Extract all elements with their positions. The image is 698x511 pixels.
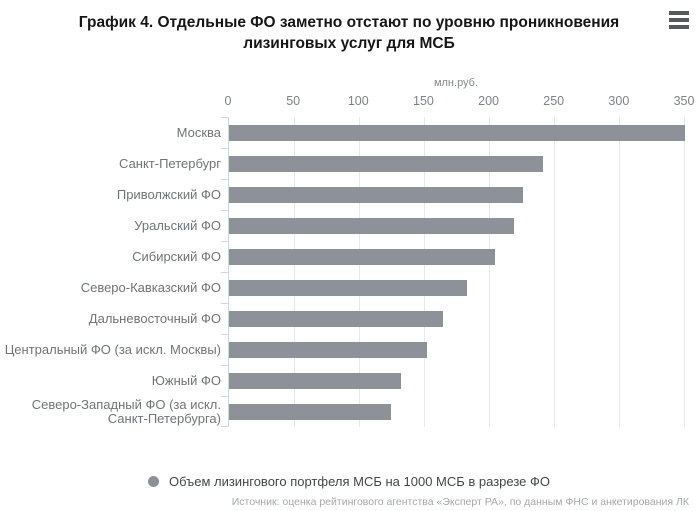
bar[interactable] — [229, 310, 443, 327]
gridline — [554, 117, 555, 427]
x-axis-ticks: 0 50 100 150 200 250 300 350 — [224, 94, 695, 110]
x-tick-label: 350 — [673, 94, 695, 108]
chart-row: Центральный ФО (за искл. Москвы) — [0, 334, 698, 365]
hamburger-menu-icon[interactable] — [669, 7, 689, 33]
bar-track — [228, 124, 685, 141]
bar[interactable] — [229, 403, 391, 420]
gridline — [684, 117, 685, 427]
bar-track — [228, 155, 684, 172]
y-axis-tick — [221, 365, 229, 366]
y-axis-tick — [221, 179, 229, 180]
chart-row: Приволжский ФО — [0, 179, 698, 210]
bar-track — [228, 310, 684, 327]
category-label: Санкт-Петербург — [119, 155, 221, 171]
y-axis-tick — [221, 148, 229, 149]
legend-label: Объем лизингового портфеля МСБ на 1000 М… — [168, 474, 551, 489]
x-tick-label: 50 — [286, 94, 301, 108]
chart-rows: Москва Санкт-Петербург Приволжский ФО Ураль… — [0, 117, 698, 427]
x-tick-label: 250 — [543, 94, 565, 108]
label-column-spacer — [0, 73, 228, 91]
category-label: Северо-Западный ФО (за искл. Санкт-Петер… — [31, 396, 221, 426]
bar-track — [228, 186, 684, 203]
gridline — [294, 117, 295, 427]
x-tick-label: 0 — [224, 94, 232, 108]
bar[interactable] — [229, 217, 515, 234]
gridline — [619, 117, 620, 427]
category-label: Сибирский ФО — [132, 248, 221, 264]
gridline — [424, 117, 425, 427]
gridline — [359, 117, 360, 427]
bar-track — [228, 372, 684, 389]
y-axis-tick — [221, 334, 229, 335]
bar[interactable] — [229, 279, 468, 296]
y-axis-tick — [221, 272, 229, 273]
category-label: Южный ФО — [151, 372, 221, 388]
legend-marker-icon — [147, 476, 159, 487]
bar-track — [228, 248, 684, 265]
gridline — [489, 117, 490, 427]
y-axis-tick — [221, 303, 229, 304]
bar[interactable] — [229, 248, 495, 265]
y-axis-tick — [221, 241, 229, 242]
x-axis-title: млн.руб. — [433, 77, 479, 89]
bar-track — [228, 279, 684, 296]
bar[interactable] — [229, 186, 524, 203]
chart-row: Северо-Западный ФО (за искл. Санкт-Петер… — [0, 396, 698, 427]
chart-row: Южный ФО — [0, 365, 698, 396]
bar[interactable] — [229, 124, 685, 141]
category-label: Москва — [176, 124, 221, 140]
category-label: Приволжский ФО — [116, 186, 221, 202]
chart-title: График 4. Отдельные ФО заметно отстают п… — [78, 14, 620, 52]
category-label: Уральский ФО — [134, 217, 221, 233]
x-tick-label: 100 — [347, 94, 369, 108]
chart-row: Санкт-Петербург — [0, 148, 698, 179]
y-axis-tick — [221, 117, 229, 118]
x-axis: 0 50 100 150 200 250 300 350 — [0, 94, 698, 110]
x-tick-label: 200 — [478, 94, 499, 108]
category-label: Северо-Кавказский ФО — [80, 279, 221, 295]
x-tick-label: 300 — [608, 94, 630, 108]
label-column-spacer — [0, 94, 228, 110]
bar[interactable] — [229, 155, 543, 172]
chart-row: Уральский ФО — [0, 210, 698, 241]
y-axis-tick — [221, 210, 229, 211]
x-axis-title-row: млн.руб. — [0, 73, 698, 91]
gridlines — [229, 117, 685, 427]
chart-row: Дальневосточный ФО — [0, 303, 698, 334]
category-label: Центральный ФО (за искл. Москвы) — [4, 341, 221, 357]
chart-row: Сибирский ФО — [0, 241, 698, 272]
chart-row: Москва — [0, 117, 698, 148]
bar-track — [228, 403, 684, 420]
bar[interactable] — [229, 341, 428, 358]
source-note: Источник: оценка рейтингового агентства … — [231, 496, 689, 508]
bar-track — [228, 341, 684, 358]
bar-track — [228, 217, 684, 234]
bar[interactable] — [229, 372, 401, 389]
bar-chart-plot: Москва Санкт-Петербург Приволжский ФО Ураль… — [0, 117, 698, 427]
legend[interactable]: Объем лизингового портфеля МСБ на 1000 М… — [0, 474, 698, 489]
x-tick-label: 150 — [412, 94, 434, 108]
category-label: Дальневосточный ФО — [88, 310, 221, 326]
chart-row: Северо-Кавказский ФО — [0, 272, 698, 303]
chart-header: График 4. Отдельные ФО заметно отстают п… — [0, 0, 698, 54]
y-axis-tick — [221, 396, 229, 397]
